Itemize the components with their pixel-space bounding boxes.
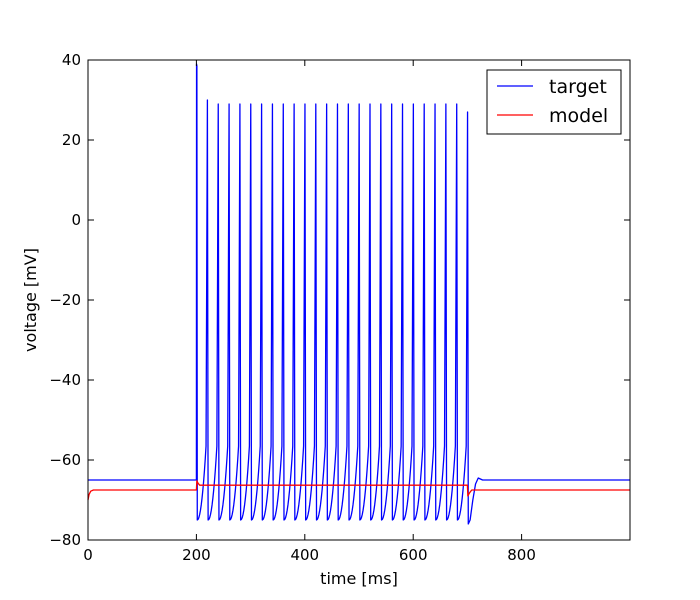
y-tick-label: 20 xyxy=(62,131,81,149)
legend: target model xyxy=(486,69,622,135)
y-axis-label: voltage [mV] xyxy=(21,248,40,352)
x-tick-label: 600 xyxy=(399,546,428,564)
legend-label-target: target xyxy=(549,76,607,98)
series-line-model xyxy=(87,480,630,501)
y-tick-label: −60 xyxy=(49,451,81,469)
legend-label-model: model xyxy=(549,105,608,127)
x-tick-label: 800 xyxy=(507,546,536,564)
y-tick-label: −80 xyxy=(49,531,81,549)
y-tick-label: 40 xyxy=(62,51,81,69)
y-tick-label: −20 xyxy=(49,291,81,309)
axes: 0 200 400 600 800 −80 −60 −40 −20 0 20 40 xyxy=(49,51,631,564)
x-tick-label: 0 xyxy=(83,546,93,564)
x-tick-label: 200 xyxy=(182,546,211,564)
plot-area xyxy=(87,63,630,525)
y-tick-label: 0 xyxy=(71,211,81,229)
x-axis-label: time [ms] xyxy=(320,569,398,588)
x-tick-label: 400 xyxy=(290,546,319,564)
y-tick-label: −40 xyxy=(49,371,81,389)
legend-box xyxy=(486,69,622,135)
